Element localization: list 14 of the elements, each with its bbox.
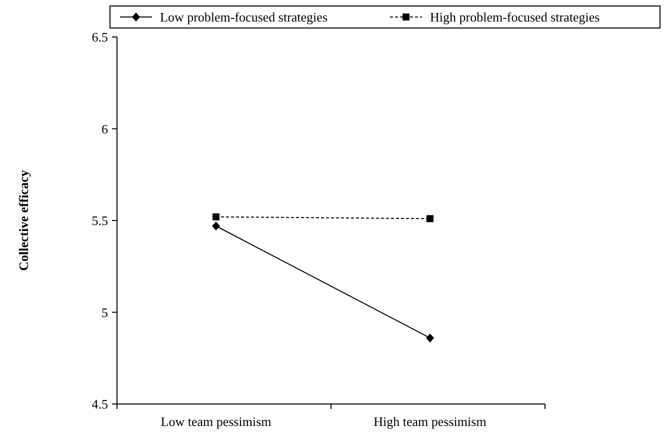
y-tick-label: 6.5 bbox=[92, 30, 108, 45]
legend-label: Low problem-focused strategies bbox=[160, 10, 328, 25]
y-tick-label: 6 bbox=[102, 121, 108, 136]
y-tick-label: 4.5 bbox=[92, 396, 108, 412]
point bbox=[426, 333, 434, 342]
x-tick-label: Low team pessimism bbox=[160, 414, 272, 429]
legend-label: High problem-focused strategies bbox=[430, 10, 600, 25]
point bbox=[212, 222, 220, 231]
y-axis-title: Collective efficacy bbox=[16, 170, 31, 271]
y-tick-label: 5 bbox=[102, 304, 108, 320]
point bbox=[426, 215, 434, 222]
x-tick-label: High team pessimism bbox=[374, 414, 486, 429]
y-tick-label: 5.5 bbox=[92, 213, 108, 228]
point bbox=[212, 213, 220, 220]
